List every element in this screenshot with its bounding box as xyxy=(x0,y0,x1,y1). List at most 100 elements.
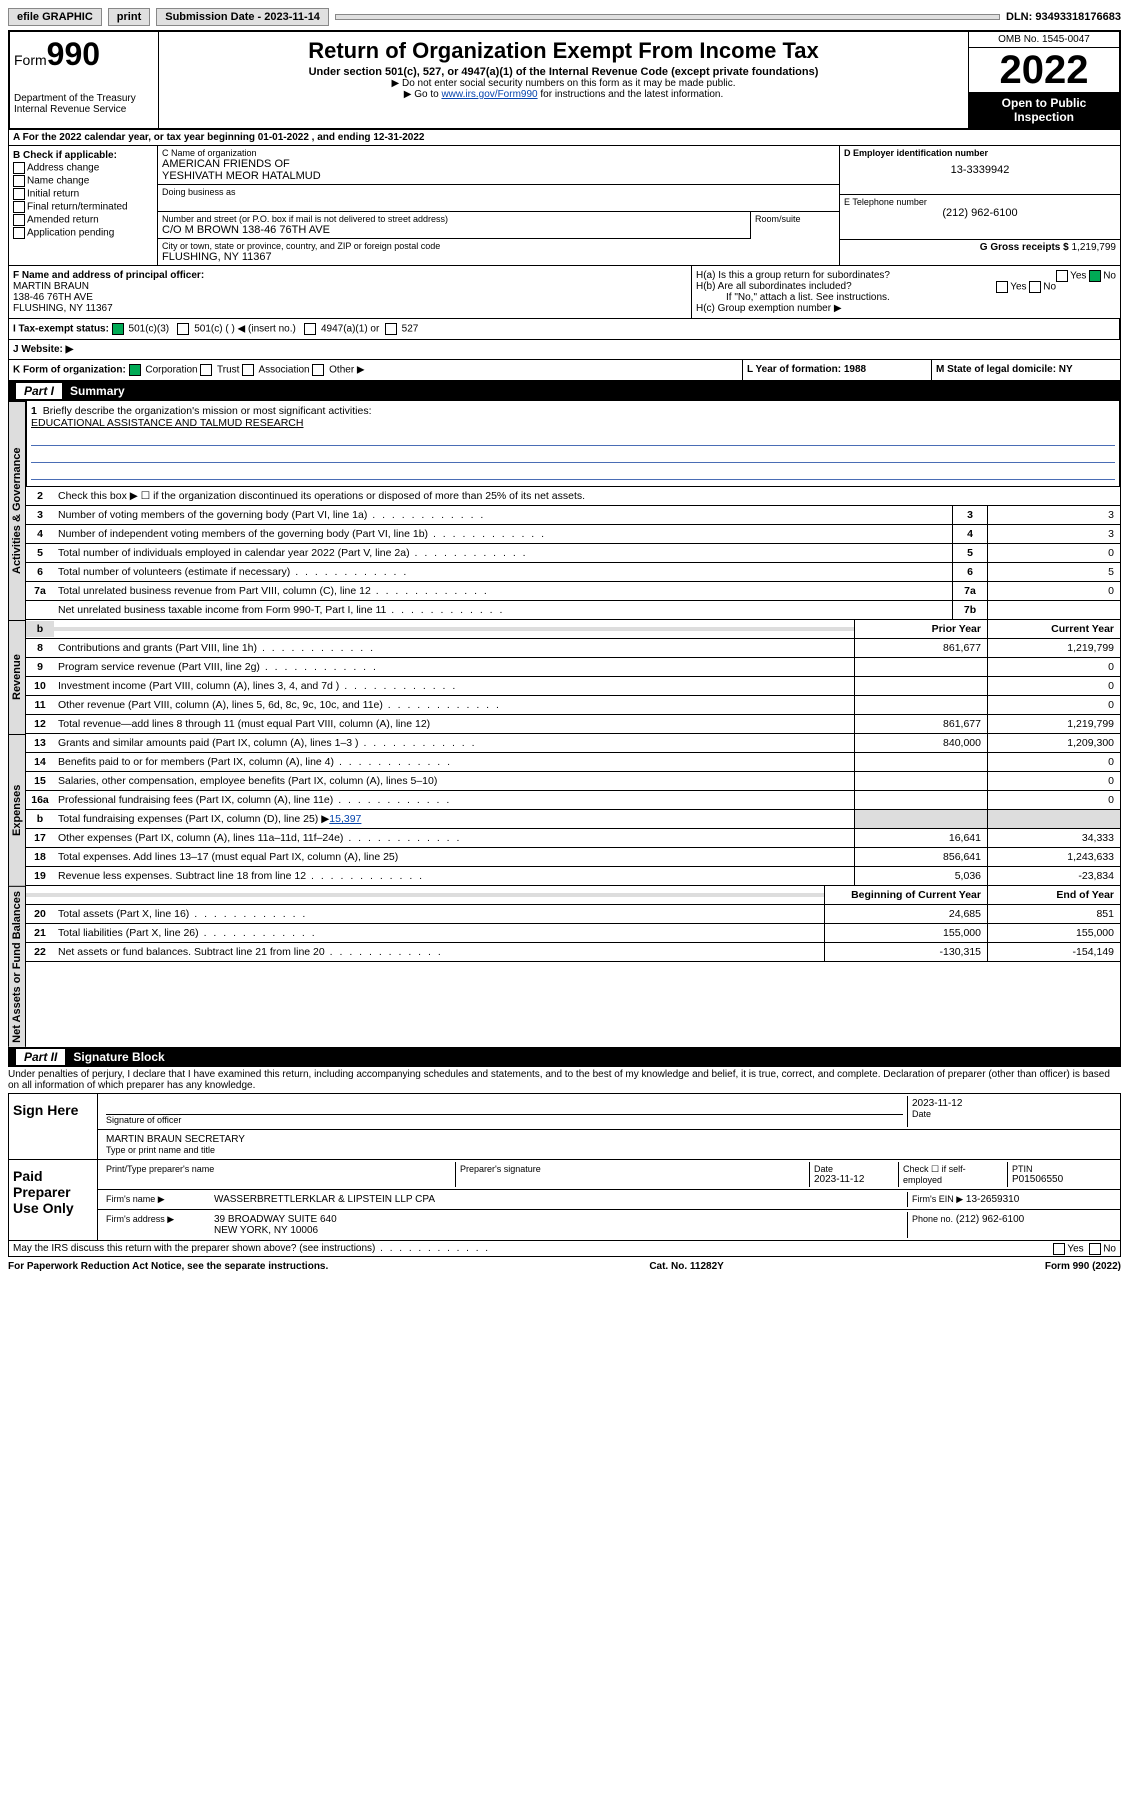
discuss-no[interactable]: No xyxy=(1103,1243,1116,1254)
sig-name-label: Type or print name and title xyxy=(106,1145,1112,1155)
form990-link[interactable]: www.irs.gov/Form990 xyxy=(441,89,537,100)
firm-addr-label: Firm's address ▶ xyxy=(102,1212,210,1238)
hdr-prior: Prior Year xyxy=(854,620,987,638)
hb-no[interactable]: No xyxy=(1043,282,1056,293)
year-formation: L Year of formation: 1988 xyxy=(743,360,932,380)
officer-block: F Name and address of principal officer:… xyxy=(8,266,1121,319)
firm-phone-label: Phone no. xyxy=(912,1214,953,1224)
p13: 840,000 xyxy=(854,734,987,752)
501c3[interactable]: 501(c)(3) xyxy=(129,324,170,335)
prep-sig-label: Preparer's signature xyxy=(455,1162,809,1187)
form-990-num: 990 xyxy=(47,36,100,72)
sig-date: 2023-11-12 xyxy=(912,1098,1112,1109)
p14 xyxy=(854,753,987,771)
other[interactable]: Other ▶ xyxy=(329,365,364,376)
cb-address-change[interactable]: Address change xyxy=(27,163,99,174)
sig-date-label: Date xyxy=(912,1109,1112,1119)
line-5: Total number of individuals employed in … xyxy=(54,545,952,561)
line-18: Total expenses. Add lines 13–17 (must eq… xyxy=(54,849,854,865)
cb-name-change[interactable]: Name change xyxy=(27,176,89,187)
val-6: 5 xyxy=(987,563,1120,581)
form-subtitle: Under section 501(c), 527, or 4947(a)(1)… xyxy=(163,66,964,78)
prep-date: 2023-11-12 xyxy=(814,1174,894,1185)
prep-name-label: Print/Type preparer's name xyxy=(102,1162,455,1187)
corp[interactable]: Corporation xyxy=(145,365,197,376)
501c[interactable]: 501(c) ( ) ◀ (insert no.) xyxy=(194,324,296,335)
open-inspection: Open to Public Inspection xyxy=(969,92,1119,128)
assoc[interactable]: Association xyxy=(258,365,309,376)
name-label: C Name of organization xyxy=(162,148,835,158)
c16a: 0 xyxy=(987,791,1120,809)
line-16a: Professional fundraising fees (Part IX, … xyxy=(54,792,854,808)
cb-final-return[interactable]: Final return/terminated xyxy=(27,202,128,213)
line-16b: Total fundraising expenses (Part IX, col… xyxy=(54,811,854,827)
firm-ein: 13-2659310 xyxy=(966,1194,1019,1205)
c19: -23,834 xyxy=(987,867,1120,885)
fundraising-link[interactable]: 15,397 xyxy=(329,813,361,825)
part-2-title: Signature Block xyxy=(73,1050,164,1064)
firm-phone: (212) 962-6100 xyxy=(956,1214,1024,1225)
line-14: Benefits paid to or for members (Part IX… xyxy=(54,754,854,770)
line-10: Investment income (Part VIII, column (A)… xyxy=(54,678,854,694)
line-4: Number of independent voting members of … xyxy=(54,526,952,542)
discuss-yes[interactable]: Yes xyxy=(1067,1243,1083,1254)
self-employed[interactable]: Check ☐ if self-employed xyxy=(898,1162,1007,1187)
c15: 0 xyxy=(987,772,1120,790)
p11 xyxy=(854,696,987,714)
c17: 34,333 xyxy=(987,829,1120,847)
p12: 861,677 xyxy=(854,715,987,733)
k-l-m-block: K Form of organization: Corporation Trus… xyxy=(8,360,1121,381)
cb-app-pending[interactable]: Application pending xyxy=(27,228,114,239)
p9 xyxy=(854,658,987,676)
status-block: I Tax-exempt status: 501(c)(3) 501(c) ( … xyxy=(8,319,1121,340)
p22: -130,315 xyxy=(824,943,987,961)
ein-label: D Employer identification number xyxy=(844,148,1116,158)
org-name: AMERICAN FRIENDS OF YESHIVATH MEOR HATAL… xyxy=(162,158,835,182)
sign-here-label: Sign Here xyxy=(9,1094,98,1159)
vtab-revenue: Revenue xyxy=(8,620,26,734)
hc-label: H(c) Group exemption number ▶ xyxy=(696,303,1116,314)
firm-ein-label: Firm's EIN ▶ xyxy=(912,1194,963,1204)
c13: 1,209,300 xyxy=(987,734,1120,752)
hb-yes[interactable]: Yes xyxy=(1010,282,1026,293)
val-7b xyxy=(987,601,1120,619)
ha-no[interactable]: No xyxy=(1103,271,1116,282)
hb-note: If "No," attach a list. See instructions… xyxy=(696,292,1116,303)
note-2-pre: ▶ Go to xyxy=(404,89,442,100)
p20: 24,685 xyxy=(824,905,987,923)
gross-label: G Gross receipts $ xyxy=(980,242,1069,253)
p17: 16,641 xyxy=(854,829,987,847)
line-8: Contributions and grants (Part VIII, lin… xyxy=(54,640,854,656)
org-address: C/O M BROWN 138-46 76TH AVE xyxy=(162,224,746,236)
state-domicile: M State of legal domicile: NY xyxy=(932,360,1120,380)
footer-mid: Cat. No. 11282Y xyxy=(649,1261,723,1272)
line-a: A For the 2022 calendar year, or tax yea… xyxy=(8,130,1121,146)
vtab-net: Net Assets or Fund Balances xyxy=(8,886,26,1047)
addr-label: Number and street (or P.O. box if mail i… xyxy=(162,214,746,224)
page-footer: For Paperwork Reduction Act Notice, see … xyxy=(8,1257,1121,1276)
footer-left: For Paperwork Reduction Act Notice, see … xyxy=(8,1261,328,1272)
c18: 1,243,633 xyxy=(987,848,1120,866)
form-org-label: K Form of organization: xyxy=(13,365,126,376)
penalty-statement: Under penalties of perjury, I declare th… xyxy=(8,1067,1121,1093)
ha-yes[interactable]: Yes xyxy=(1070,271,1086,282)
p19: 5,036 xyxy=(854,867,987,885)
phone-label: E Telephone number xyxy=(844,197,1116,207)
cb-amended[interactable]: Amended return xyxy=(27,215,99,226)
hb-label: H(b) Are all subordinates included? xyxy=(696,281,852,292)
c12: 1,219,799 xyxy=(987,715,1120,733)
hdr-end: End of Year xyxy=(987,886,1120,904)
cb-initial-return[interactable]: Initial return xyxy=(27,189,79,200)
val-5: 0 xyxy=(987,544,1120,562)
c20: 851 xyxy=(987,905,1120,923)
irs-label: Internal Revenue Service xyxy=(14,104,154,115)
print-button[interactable]: print xyxy=(108,8,150,26)
4947a1[interactable]: 4947(a)(1) or xyxy=(321,324,379,335)
trust[interactable]: Trust xyxy=(217,365,239,376)
line-2: Check this box ▶ ☐ if the organization d… xyxy=(54,488,1120,504)
line-19: Revenue less expenses. Subtract line 18 … xyxy=(54,868,854,884)
entity-block: B Check if applicable: Address change Na… xyxy=(8,146,1121,266)
firm-addr2: NEW YORK, NY 10006 xyxy=(214,1225,903,1236)
527[interactable]: 527 xyxy=(402,324,419,335)
part-1-label: Part I xyxy=(16,383,62,399)
